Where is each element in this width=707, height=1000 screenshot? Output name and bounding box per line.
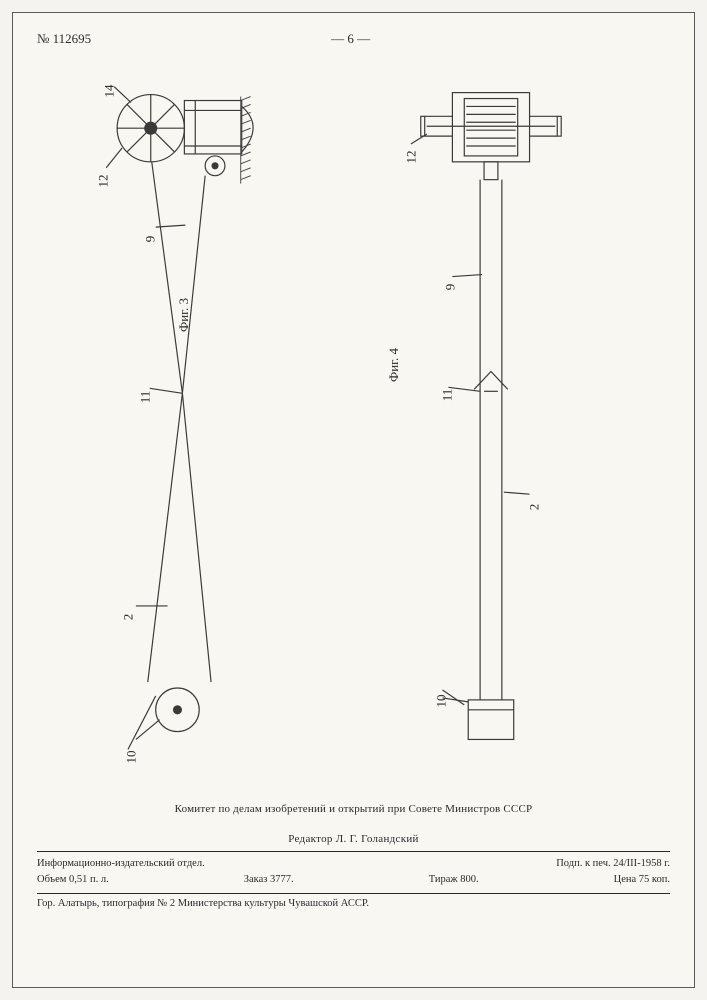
callout-12b: 12	[404, 151, 420, 164]
divider-top	[37, 851, 670, 852]
colophon-date: Подп. к печ. 24/III-1958 г.	[556, 856, 670, 872]
doc-number: № 112695	[37, 31, 91, 47]
colophon-copies: Тираж 800.	[429, 872, 479, 888]
fig4-arm	[480, 180, 502, 700]
callout-14: 14	[102, 85, 118, 98]
colophon: Информационно-издательский отдел. Подп. …	[37, 856, 670, 889]
fig4-bottom-box	[443, 698, 514, 740]
fig3-label: Фиг. 3	[176, 298, 192, 332]
fig3-wheel-assembly	[117, 95, 253, 176]
callout-10b: 10	[434, 695, 450, 708]
colophon-volume: Объем 0,51 п. л.	[37, 872, 109, 888]
callout-11: 11	[137, 391, 153, 404]
callout-9b: 9	[442, 284, 458, 291]
fig3-bottom-pulley	[128, 688, 199, 749]
callout-2b: 2	[526, 504, 542, 511]
technical-drawing	[37, 57, 670, 789]
callout-11b: 11	[439, 389, 455, 402]
callout-9: 9	[142, 236, 158, 243]
editor-line: Редактор Л. Г. Голандский	[37, 833, 670, 845]
colophon-order: Заказ 3777.	[244, 872, 294, 888]
printer-line: Гор. Алатырь, типография № 2 Министерств…	[37, 898, 670, 909]
page-number: — 6 —	[331, 31, 370, 47]
fig4-label: Фиг. 4	[386, 348, 402, 382]
colophon-dept: Информационно-издательский отдел.	[37, 856, 205, 872]
fig4-joint-bracket	[474, 372, 508, 390]
colophon-price: Цена 75 коп.	[614, 872, 670, 888]
callout-12: 12	[96, 175, 112, 188]
page-frame: № 112695 — 6 —	[12, 12, 695, 988]
callout-2: 2	[120, 614, 136, 621]
fig4-top-assembly	[421, 93, 561, 180]
committee-line: Комитет по делам изобретений и открытий …	[37, 803, 670, 815]
divider-bottom	[37, 893, 670, 894]
page-header: № 112695 — 6 —	[37, 31, 670, 53]
callout-10: 10	[124, 751, 140, 764]
figure-area: Фиг. 3 Фиг. 4 12 14 9 11 2 10 12 9 11 2 …	[37, 57, 670, 797]
